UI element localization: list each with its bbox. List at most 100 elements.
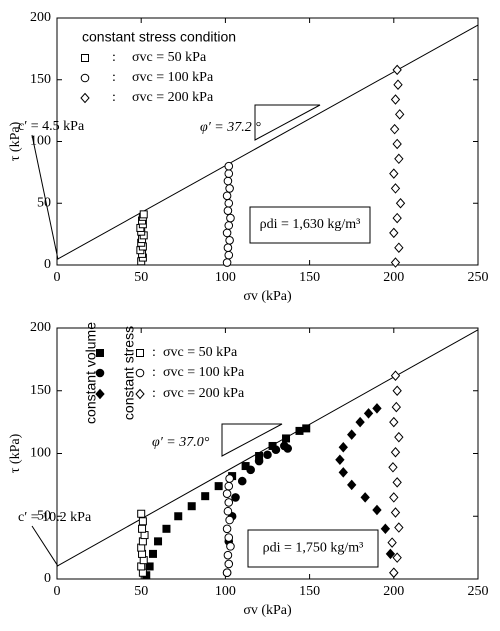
- marker-circle: [222, 568, 232, 578]
- y-tick-label: 150: [30, 72, 51, 87]
- marker-diamond: [389, 567, 399, 578]
- marker-square: [154, 537, 163, 546]
- slope-triangle: [221, 423, 283, 457]
- marker-circle: [246, 465, 255, 475]
- friction-angle-label: φ′ = 37.2 °: [200, 120, 261, 135]
- marker-diamond: [372, 403, 382, 414]
- marker-square: [295, 426, 304, 435]
- marker-diamond: [389, 492, 399, 503]
- marker-square: [214, 482, 223, 491]
- marker-diamond: [390, 183, 401, 194]
- marker-diamond: [395, 109, 405, 120]
- legend-marker: [80, 92, 90, 104]
- marker-diamond: [389, 123, 400, 135]
- marker-diamond: [392, 138, 402, 150]
- marker-diamond: [390, 257, 401, 268]
- legend-marker: [135, 388, 145, 400]
- x-axis-label: σv (kPa): [243, 603, 292, 618]
- y-tick-label: 100: [30, 134, 51, 149]
- x-tick-label: 250: [468, 270, 489, 285]
- marker-circle: [223, 506, 233, 516]
- y-axis-label: τ (kPa): [8, 121, 23, 161]
- legend-label: σvc = 200 kPa: [163, 386, 245, 401]
- marker-diamond: [385, 548, 396, 560]
- marker-circle: [283, 444, 293, 453]
- marker-circle: [224, 169, 234, 178]
- marker-square: [201, 492, 210, 501]
- x-tick-label: 150: [299, 584, 320, 599]
- marker-circle: [224, 533, 234, 542]
- marker-circle: [226, 213, 235, 223]
- marker-square: [302, 424, 311, 433]
- x-tick-label: 100: [215, 270, 236, 285]
- marker-diamond: [390, 370, 401, 381]
- marker-circle: [254, 456, 264, 466]
- marker-diamond: [391, 401, 401, 413]
- legend-marker: [95, 368, 105, 378]
- marker-circle: [223, 550, 233, 560]
- marker-diamond: [390, 446, 401, 458]
- marker-diamond: [394, 242, 404, 253]
- marker-diamond: [338, 467, 348, 478]
- x-tick-label: 0: [54, 270, 61, 285]
- density-box: [247, 529, 379, 568]
- marker-diamond: [395, 197, 406, 209]
- legend-separator: :: [112, 90, 116, 105]
- legend-title: constant stress condition: [82, 29, 236, 45]
- legend-marker: [81, 54, 89, 62]
- legend-separator: :: [152, 386, 156, 401]
- marker-square: [148, 549, 157, 558]
- legend-label: σvc = 200 kPa: [132, 90, 214, 105]
- marker-diamond: [387, 537, 397, 548]
- marker-circle: [224, 498, 234, 507]
- marker-diamond: [388, 462, 398, 473]
- legend-separator: :: [112, 70, 116, 85]
- marker-circle: [224, 481, 234, 491]
- marker-diamond: [390, 507, 401, 518]
- leader-line: [31, 134, 59, 260]
- marker-circle: [222, 228, 232, 238]
- legend-marker: [96, 349, 104, 357]
- failure-envelope: [56, 24, 479, 260]
- x-tick-label: 150: [299, 270, 320, 285]
- x-axis-label: σv (kPa): [243, 289, 292, 304]
- legend-separator: :: [152, 365, 156, 380]
- marker-circle: [223, 243, 233, 253]
- marker-square: [139, 210, 148, 219]
- friction-angle-label: φ′ = 37.0°: [152, 435, 210, 450]
- marker-circle: [224, 221, 234, 230]
- marker-square: [145, 562, 154, 571]
- cohesion-label: c′ = 4.5 kPa: [18, 119, 85, 134]
- marker-circle: [222, 489, 232, 498]
- y-tick-label: 0: [44, 571, 51, 586]
- legend-separator: :: [152, 345, 156, 360]
- marker-diamond: [389, 168, 399, 179]
- marker-circle: [225, 474, 234, 483]
- y-tick-label: 200: [30, 10, 51, 25]
- marker-diamond: [347, 479, 357, 491]
- marker-circle: [223, 176, 233, 186]
- marker-diamond: [392, 552, 402, 563]
- marker-square: [137, 509, 146, 518]
- legend-marker: [95, 388, 105, 400]
- marker-diamond: [338, 441, 348, 453]
- marker-diamond: [393, 79, 403, 90]
- marker-diamond: [335, 454, 345, 466]
- x-tick-label: 100: [215, 584, 236, 599]
- cohesion-label: c′ = 10.2 kPa: [18, 510, 92, 525]
- marker-circle: [222, 524, 232, 534]
- marker-square: [282, 434, 291, 443]
- marker-circle: [222, 258, 232, 267]
- marker-circle: [226, 542, 235, 551]
- legend-label: σvc = 50 kPa: [132, 50, 207, 65]
- marker-diamond: [394, 153, 404, 165]
- legend-label: σvc = 100 kPa: [163, 365, 245, 380]
- y-tick-label: 150: [30, 383, 51, 398]
- marker-circle: [271, 445, 281, 455]
- y-tick-label: 50: [37, 195, 51, 210]
- marker-circle: [224, 250, 234, 260]
- marker-diamond: [360, 492, 370, 503]
- marker-diamond: [389, 416, 399, 428]
- y-tick-label: 200: [30, 320, 51, 335]
